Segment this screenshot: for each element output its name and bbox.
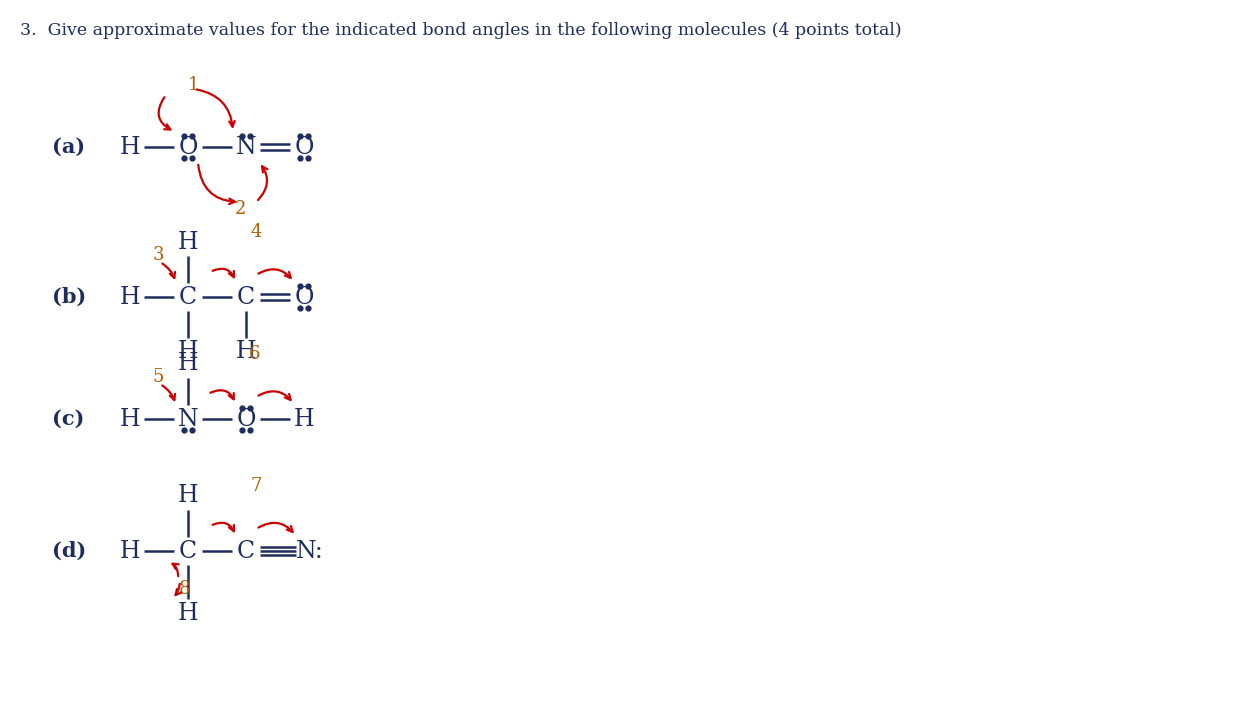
- FancyArrowPatch shape: [163, 385, 175, 400]
- Text: N:: N:: [297, 539, 324, 562]
- FancyArrowPatch shape: [258, 523, 293, 532]
- Text: H: H: [178, 231, 198, 254]
- Text: N: N: [235, 135, 257, 158]
- Text: (c): (c): [53, 409, 84, 429]
- Text: 6: 6: [248, 345, 259, 363]
- FancyArrowPatch shape: [198, 165, 234, 204]
- Text: N: N: [178, 408, 198, 431]
- Text: O: O: [294, 135, 314, 158]
- Text: O: O: [178, 135, 198, 158]
- Text: H: H: [120, 408, 140, 431]
- Text: C: C: [179, 539, 197, 562]
- Text: H: H: [178, 352, 198, 375]
- Text: 3.  Give approximate values for the indicated bond angles in the following molec: 3. Give approximate values for the indic…: [20, 22, 901, 39]
- Text: 4: 4: [250, 223, 262, 241]
- Text: H: H: [120, 539, 140, 562]
- FancyArrowPatch shape: [159, 97, 170, 129]
- Text: 5: 5: [153, 368, 164, 386]
- FancyArrowPatch shape: [213, 269, 234, 278]
- Text: (b): (b): [53, 287, 86, 307]
- Text: H: H: [178, 341, 198, 364]
- Text: 8: 8: [179, 580, 190, 598]
- Text: H: H: [120, 285, 140, 308]
- FancyArrowPatch shape: [258, 391, 290, 400]
- FancyArrowPatch shape: [163, 263, 175, 278]
- Text: H: H: [178, 602, 198, 625]
- FancyArrowPatch shape: [173, 564, 179, 576]
- Text: C: C: [237, 285, 255, 308]
- Text: (d): (d): [53, 541, 86, 561]
- FancyArrowPatch shape: [258, 270, 290, 278]
- Text: H: H: [178, 485, 198, 508]
- FancyArrowPatch shape: [210, 390, 234, 399]
- Text: H: H: [235, 341, 257, 364]
- Text: (a): (a): [53, 137, 85, 157]
- FancyArrowPatch shape: [213, 523, 234, 531]
- Text: H: H: [294, 408, 314, 431]
- Text: H: H: [120, 135, 140, 158]
- Text: O: O: [237, 408, 255, 431]
- Text: 1: 1: [188, 76, 200, 94]
- Text: 7: 7: [250, 477, 262, 495]
- FancyArrowPatch shape: [197, 89, 234, 127]
- Text: O: O: [294, 285, 314, 308]
- Text: C: C: [179, 285, 197, 308]
- Text: C: C: [237, 539, 255, 562]
- FancyArrowPatch shape: [175, 584, 182, 595]
- Text: 2: 2: [234, 200, 245, 218]
- FancyArrowPatch shape: [258, 166, 268, 200]
- Text: 3: 3: [153, 246, 164, 264]
